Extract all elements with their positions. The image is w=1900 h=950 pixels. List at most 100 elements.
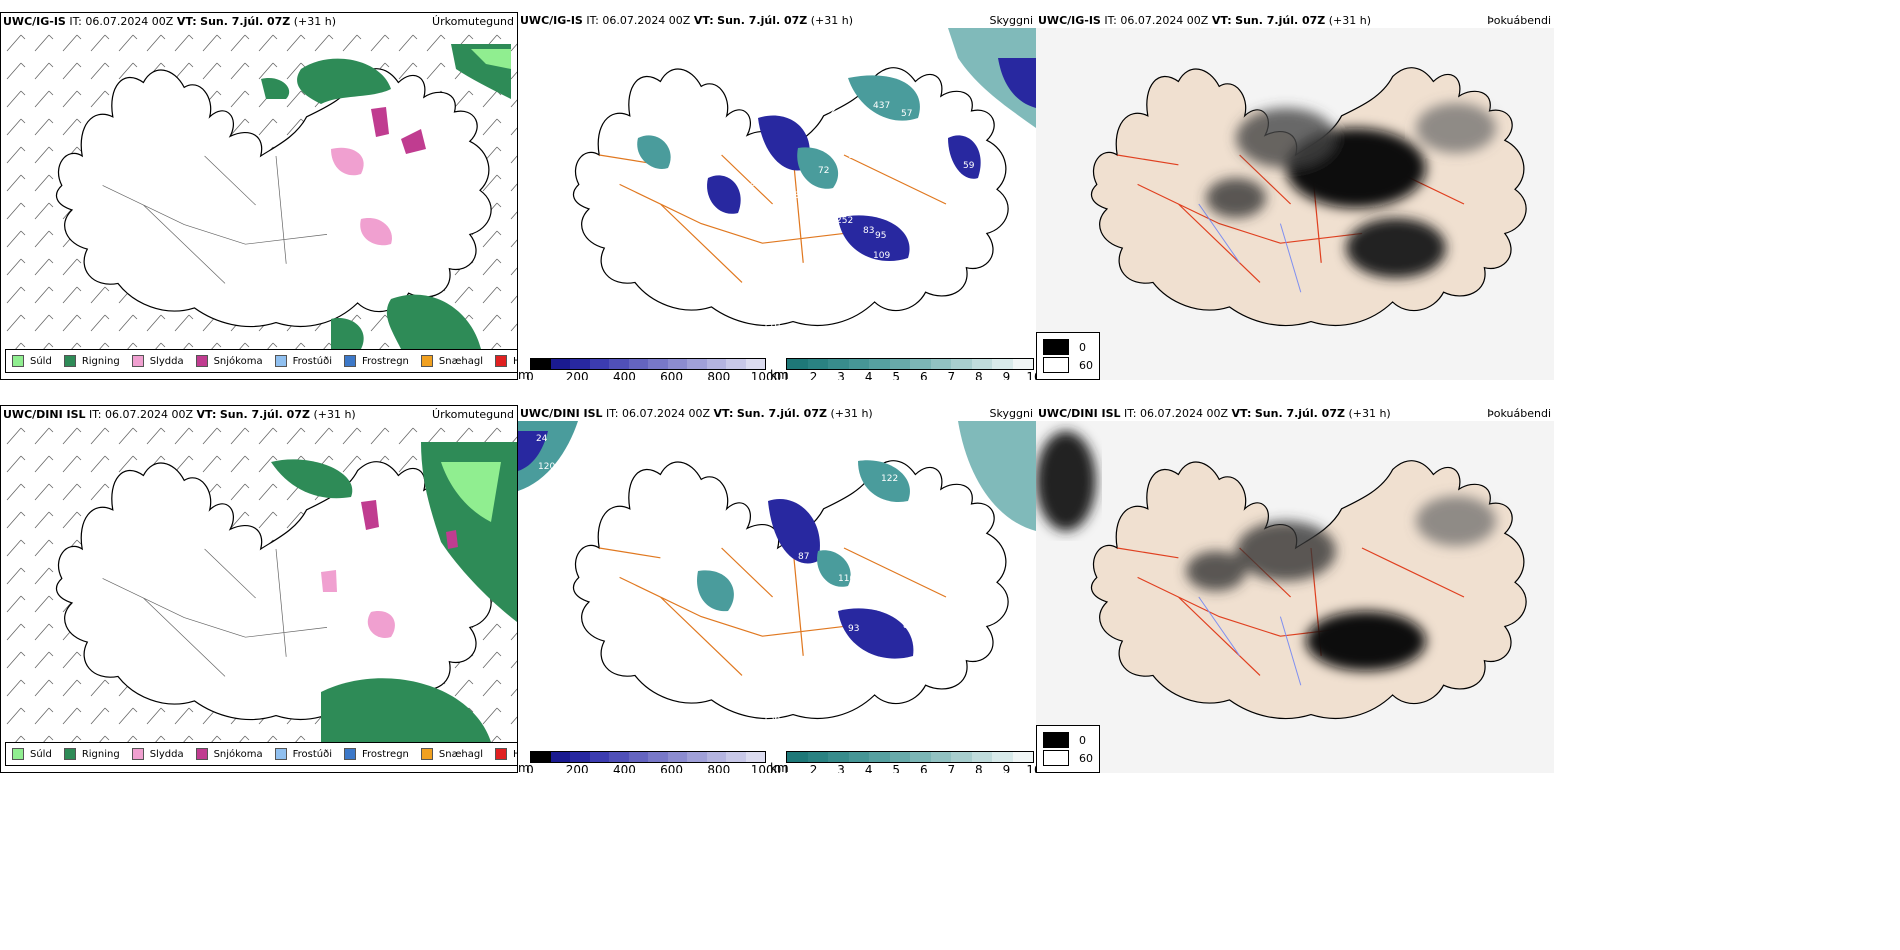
legend-item: Frostregn (344, 748, 409, 760)
cloud-base-colorbar: 0 200 400 600 800 1000 m (518, 751, 781, 773)
precip-map (1, 29, 517, 349)
visibility-value-label: 101 (843, 536, 860, 546)
colorbar-segment (869, 752, 890, 762)
visibility-value-label: 73 (818, 93, 829, 103)
legend-label: Snjókoma (213, 748, 263, 760)
legend-item: Súld (12, 355, 52, 367)
precip-areas (261, 44, 511, 349)
colorbar-tick: 1000 (750, 763, 782, 773)
visibility-value-label: 93 (848, 624, 859, 634)
visibility-value-label: 101 (688, 141, 705, 151)
colorbar-segment (848, 752, 869, 762)
visibility-panel-row2: UWC/DINI ISL IT: 06.07.2024 00Z VT: Sun.… (518, 405, 1036, 773)
legend-swatch (274, 355, 287, 367)
legend-item: Rigning (63, 355, 120, 367)
fog-legend-row: 0 (1043, 732, 1093, 748)
colorbar-tick: 2 (809, 370, 818, 380)
colorbar-tick: 1000 (750, 370, 782, 380)
legend-label: Rigning (81, 748, 120, 760)
visibility-value-label: 100 (848, 151, 865, 161)
colorbar-segment (706, 752, 726, 762)
legend-item: Slydda (131, 748, 184, 760)
legend-item: Snjókoma (195, 748, 263, 760)
legend-item: Haglél (495, 355, 517, 367)
legend-label: Súld (30, 355, 52, 367)
fog-map (1036, 28, 1554, 380)
colorbar-segment (930, 359, 951, 369)
colorbar-tick: 3 (837, 370, 845, 380)
legend-label: Frostúði (292, 748, 332, 760)
visibility-value-label: 85 (918, 231, 929, 241)
colorbar-segment (726, 752, 746, 762)
product-title: Skyggni (989, 14, 1033, 27)
colorbar-segment (828, 359, 849, 369)
colorbar-tick: 800 (707, 763, 731, 773)
colorbar-segment (1012, 359, 1033, 369)
colorbar-tick: 600 (660, 370, 684, 380)
cloud-base-colorbar: 0 200 400 600 800 1000 m (518, 358, 781, 380)
legend-swatch (495, 355, 508, 367)
colorbar-segment (807, 359, 828, 369)
visibility-value-label: 24 (536, 434, 548, 444)
visibility-value-label: 124 (733, 587, 750, 597)
legend-swatch (420, 748, 433, 760)
visibility-value-label: 62 (923, 113, 934, 123)
colorbar-segment (807, 752, 828, 762)
visibility-value-label: 83 (750, 179, 761, 189)
legend-label: Rigning (81, 355, 120, 367)
visibility-value-label: 89 (858, 584, 870, 594)
fog-legend-swatch (1043, 339, 1069, 355)
visibility-value-label: 83 (903, 621, 914, 631)
colorbar-tick: 200 (565, 370, 589, 380)
visibility-value-label: 83 (863, 226, 874, 236)
colorbar-segment (531, 752, 551, 762)
colorbar-tick: 0 (526, 763, 534, 773)
colorbar-segment (889, 752, 910, 762)
colorbar-tick: 10 (1026, 763, 1036, 773)
colorbar-segment (828, 752, 849, 762)
visibility-value-label: 72 (818, 166, 829, 176)
legend-item: Snæhagl (420, 748, 484, 760)
precip-type-legend: Súld Rigning Slydda Snjókoma Frostúði Frostre… (5, 742, 517, 766)
fog-map (1036, 421, 1554, 773)
colorbar-segment (869, 359, 890, 369)
colorbar-tick: 8 (975, 370, 983, 380)
legend-item: Rigning (63, 748, 120, 760)
panel-header: UWC/IG-IS IT: 06.07.2024 00Z VT: Sun. 7.… (520, 14, 854, 27)
visibility-value-label: 131 (788, 191, 805, 201)
visibility-areas (637, 75, 981, 262)
legend-swatch (63, 748, 76, 760)
product-title: Þokuábendi (1487, 14, 1551, 27)
colorbar-tick: 9 (1002, 370, 1011, 380)
legend-label: Snæhagl (438, 748, 484, 760)
visibility-colorbar: 12345678910 km (770, 358, 1036, 380)
visibility-value-label: 120 (538, 462, 555, 472)
colorbar-segment (706, 359, 726, 369)
colorbar-segment (628, 359, 648, 369)
legend-label: Slydda (149, 355, 184, 367)
legend-label: Haglél (513, 749, 517, 760)
colorbar-tick: 0 (526, 370, 534, 380)
colorbar-segment (589, 359, 609, 369)
fog-panel-row2: UWC/DINI ISL IT: 06.07.2024 00Z VT: Sun.… (1036, 405, 1554, 773)
colorbar-segment (570, 752, 590, 762)
colorbar-tick: 200 (565, 763, 589, 773)
legend-label: Frostregn (362, 355, 409, 367)
fog-legend-label: 0 (1079, 733, 1086, 747)
legend-swatch (274, 748, 287, 760)
product-title: Úrkomutegund (432, 15, 514, 28)
colorbar-segment (609, 752, 629, 762)
product-title: Skyggni (989, 407, 1033, 420)
legend-swatch (195, 748, 208, 760)
colorbar-tick: 1 (782, 370, 790, 380)
precip-map (1, 422, 517, 742)
colorbar-segment (951, 752, 972, 762)
visibility-value-label: 110 (763, 321, 780, 331)
fog-legend-row: 60 (1043, 750, 1093, 766)
colorbar-segment (1012, 752, 1033, 762)
fog-legend-swatch (1043, 750, 1069, 766)
fog-legend-row: 0 (1043, 339, 1093, 355)
legend-swatch (344, 748, 356, 760)
